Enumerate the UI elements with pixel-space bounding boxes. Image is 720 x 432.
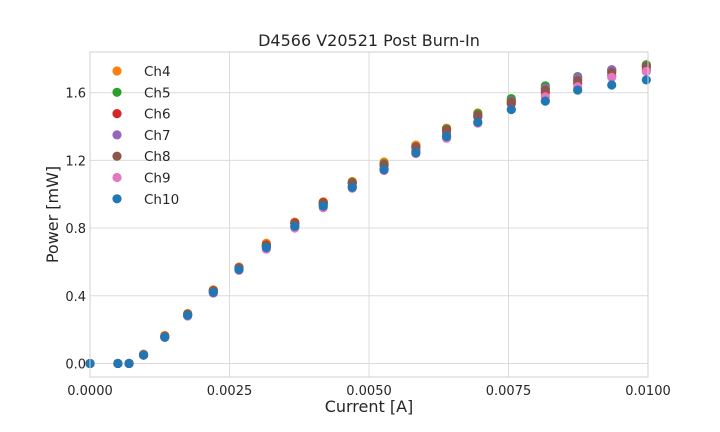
data-point <box>208 287 218 297</box>
legend-label: Ch6 <box>144 107 171 123</box>
legend-label: Ch4 <box>144 64 171 80</box>
series-ch10 <box>85 75 651 369</box>
data-point <box>318 201 328 211</box>
data-point <box>540 85 550 95</box>
data-point <box>113 358 123 369</box>
legend-item-ch10: Ch10 <box>112 192 179 208</box>
x-axis-label: Current [A] <box>325 397 414 416</box>
data-point <box>290 221 300 231</box>
data-point <box>573 85 583 95</box>
legend-label: Ch9 <box>144 171 171 187</box>
y-tick-label: 1.2 <box>65 154 86 169</box>
data-point <box>347 182 357 193</box>
legend-item-ch5: Ch5 <box>112 85 171 101</box>
legend-item-ch8: Ch8 <box>112 149 171 165</box>
legend-item-ch6: Ch6 <box>112 107 171 123</box>
data-point <box>641 66 651 77</box>
legend-marker <box>112 151 122 161</box>
tick-labels: 0.0000 0.0025 0.0050 0.0075 0.0100 0.0 0.4 0.8 1… <box>65 87 670 399</box>
data-point <box>506 104 516 115</box>
data-point <box>441 125 452 135</box>
y-tick-label: 0.0 <box>65 357 86 372</box>
x-tick-label: 0.0050 <box>346 384 392 399</box>
legend-marker <box>112 130 122 140</box>
data-point <box>607 80 617 90</box>
legend-item-ch7: Ch7 <box>112 128 171 144</box>
legend-label: Ch5 <box>144 85 171 101</box>
legend-label: Ch8 <box>144 149 171 165</box>
data-point <box>234 264 244 275</box>
data-point <box>506 97 516 107</box>
data-point <box>183 310 193 320</box>
x-tick-label: 0.0075 <box>486 384 532 399</box>
data-point <box>138 350 149 360</box>
y-axis-label: Power [mW] <box>43 166 62 263</box>
data-point <box>641 75 651 85</box>
legend-marker <box>112 194 122 204</box>
legend-item-ch9: Ch9 <box>112 171 171 187</box>
data-point <box>261 242 271 253</box>
data-point <box>607 72 617 82</box>
y-tick-label: 1.6 <box>65 87 86 102</box>
legend-label: Ch7 <box>144 128 171 144</box>
legend-item-ch4: Ch4 <box>112 64 171 80</box>
x-tick-label: 0.0000 <box>67 384 113 399</box>
data-point <box>411 148 421 158</box>
data-point <box>473 117 483 127</box>
y-tick-label: 0.8 <box>65 222 86 237</box>
legend-marker <box>112 172 122 183</box>
x-tick-label: 0.0100 <box>625 384 671 399</box>
data-point <box>540 96 550 106</box>
data-point <box>473 110 483 121</box>
data-point <box>441 132 452 142</box>
x-tick-label: 0.0025 <box>207 384 253 399</box>
chart-title: D4566 V20521 Post Burn-In <box>258 31 480 50</box>
legend-marker <box>112 87 122 97</box>
data-point <box>379 165 389 175</box>
legend-marker <box>112 66 122 76</box>
data-point <box>160 332 170 342</box>
plot-frame <box>89 51 649 378</box>
y-tick-label: 0.4 <box>65 290 86 305</box>
legend-marker <box>112 109 122 119</box>
legend: Ch4 Ch5 Ch6 Ch7 Ch8 Ch9 Ch10 <box>112 64 179 208</box>
legend-label: Ch10 <box>144 192 179 208</box>
data-points <box>85 60 651 369</box>
data-point <box>124 358 134 369</box>
